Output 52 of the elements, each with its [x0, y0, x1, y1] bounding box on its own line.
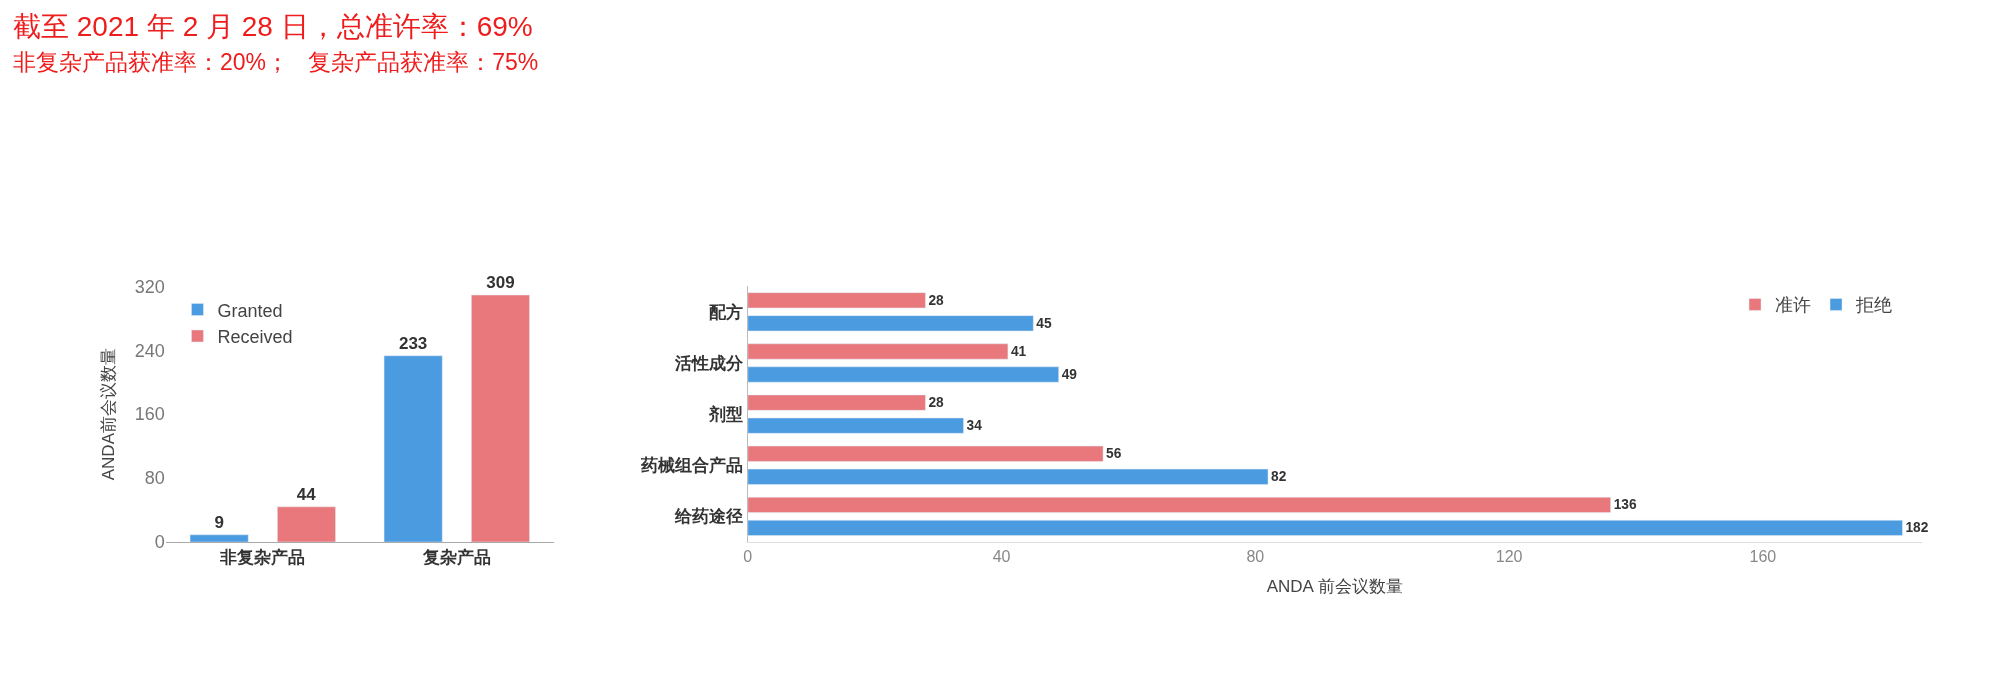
x-tick-label: 80 — [1246, 548, 1265, 566]
x-tick-label: 160 — [1749, 548, 1777, 566]
y-tick-label: 剂型 — [708, 405, 744, 425]
data-label: 34 — [966, 418, 983, 434]
y-tick-label: 320 — [134, 276, 165, 297]
chart-title: 截至 2021 年 2 月 28 日，总准许率：69% — [13, 11, 533, 42]
data-label: 44 — [296, 484, 317, 504]
data-label: 82 — [1271, 469, 1287, 485]
y-tick-label: 0 — [154, 532, 165, 553]
x-tick-label: 非复杂产品 — [219, 548, 306, 568]
y-tick-label: 给药途径 — [674, 507, 744, 527]
data-label: 136 — [1613, 497, 1637, 513]
data-label: 41 — [1010, 343, 1027, 359]
data-label: 233 — [398, 333, 428, 353]
y-tick-label: 240 — [134, 340, 165, 361]
bar — [747, 292, 926, 309]
x-tick-label: 120 — [1495, 548, 1523, 566]
bar — [747, 394, 926, 411]
legend-label: 准许 — [1775, 295, 1812, 316]
bar — [747, 366, 1059, 383]
bar — [277, 506, 336, 542]
y-tick-label: 160 — [134, 404, 165, 425]
bar — [747, 520, 1903, 536]
data-label: 49 — [1061, 366, 1078, 382]
bar — [383, 355, 443, 542]
y-tick-label: 活性成分 — [674, 353, 745, 373]
chart-subtitle: 非复杂产品获准率：20%； 复杂产品获准率：75% — [13, 49, 539, 75]
x-tick-label: 40 — [992, 548, 1011, 566]
bar — [471, 294, 530, 542]
legend-label: Granted — [217, 300, 283, 321]
data-label: 28 — [928, 395, 945, 411]
data-label: 45 — [1036, 315, 1052, 331]
bar — [747, 343, 1009, 360]
data-label: 9 — [214, 512, 224, 532]
bar — [747, 445, 1104, 462]
x-axis-title: ANDA 前会议数量 — [1266, 576, 1403, 596]
y-tick-label: 配方 — [709, 302, 744, 322]
legend-label: Received — [217, 326, 293, 347]
y-axis-title: ANDA前会议数量 — [99, 348, 119, 481]
bar — [747, 496, 1611, 513]
bar — [747, 417, 964, 434]
bar — [747, 315, 1034, 332]
data-label: 182 — [1905, 520, 1929, 536]
x-tick-label: 复杂产品 — [421, 548, 491, 568]
data-label: 56 — [1106, 446, 1122, 462]
y-tick-label: 药械组合产品 — [640, 456, 744, 476]
data-label: 28 — [928, 292, 945, 308]
data-label: 309 — [486, 273, 515, 293]
y-tick-label: 80 — [144, 468, 165, 489]
bar — [747, 468, 1269, 485]
legend-label: 拒绝 — [1855, 295, 1893, 316]
bar — [189, 534, 249, 542]
